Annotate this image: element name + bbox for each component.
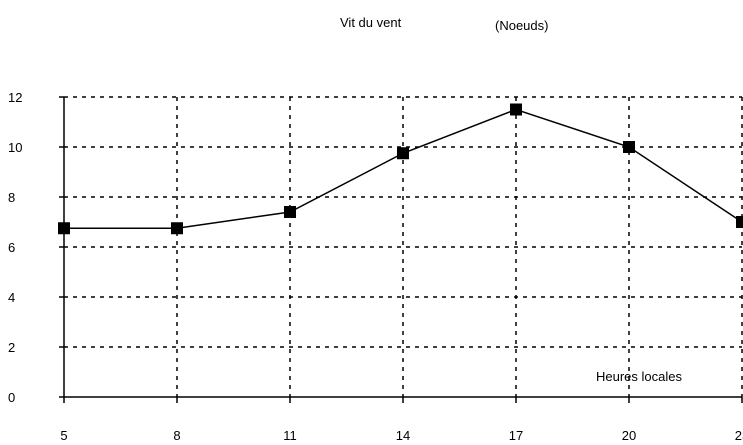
tick-labels: 0 2 4 6 8 10 12 5 8 11 14 17 20 23 xyxy=(8,90,743,443)
y-tick-label: 6 xyxy=(8,240,15,255)
axes xyxy=(59,96,743,403)
data-point-marker xyxy=(58,222,70,235)
grid xyxy=(64,96,743,397)
x-tick-label: 20 xyxy=(622,428,636,443)
x-tick-label: 8 xyxy=(173,428,180,443)
data-point-marker xyxy=(736,216,743,228)
data-point-marker xyxy=(171,222,183,235)
x-tick-label: 5 xyxy=(60,428,67,443)
y-tick-label: 8 xyxy=(8,190,15,205)
x-tick-label: 23 xyxy=(735,428,743,443)
y-tick-label: 0 xyxy=(8,390,15,405)
data-point-marker xyxy=(623,141,635,153)
data-point-marker xyxy=(284,206,296,218)
chart-subtitle: (Noeuds) xyxy=(495,18,548,33)
y-tick-label: 2 xyxy=(8,340,15,355)
chart-title: Vit du vent xyxy=(340,15,402,30)
y-tick-label: 10 xyxy=(8,140,22,155)
x-tick-label: 14 xyxy=(396,428,410,443)
y-tick-label: 12 xyxy=(8,90,22,105)
y-tick-label: 4 xyxy=(8,290,15,305)
series xyxy=(58,103,743,235)
data-point-marker xyxy=(510,103,522,116)
x-tick-label: 11 xyxy=(283,428,297,443)
x-tick-label: 17 xyxy=(509,428,523,443)
data-point-marker xyxy=(397,147,409,160)
x-axis-label: Heures locales xyxy=(596,369,682,384)
